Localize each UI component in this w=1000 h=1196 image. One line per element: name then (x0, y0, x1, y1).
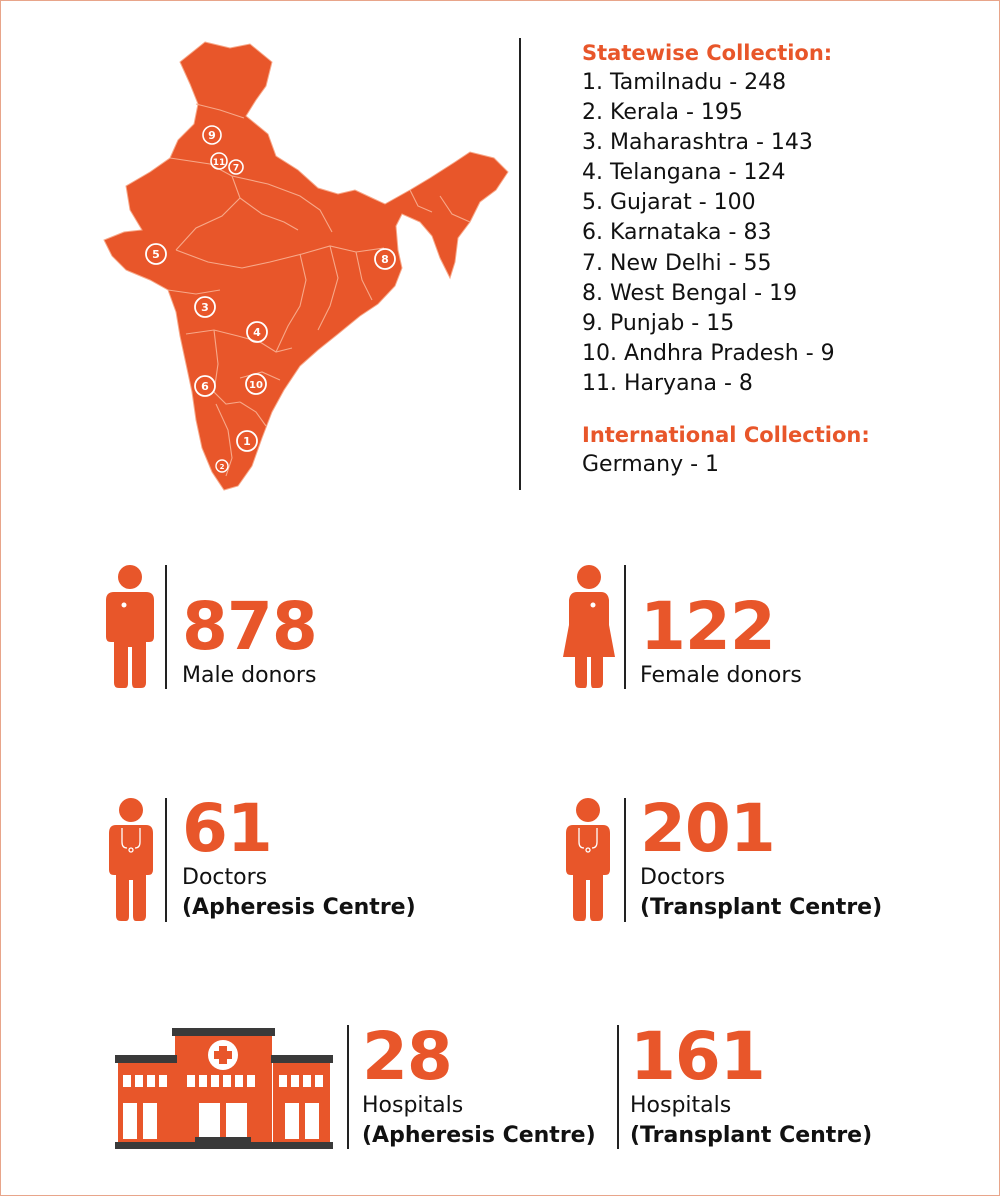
male-donors-label: Male donors (182, 663, 317, 688)
statewise-section: Statewise Collection: 1. Tamilnadu - 248… (582, 38, 835, 399)
doctors-apheresis-divider (165, 798, 167, 922)
list-item: 3. Maharashtra - 143 (582, 130, 813, 156)
doctors-apheresis-label: Doctors (182, 865, 268, 890)
list-item: Germany - 1 (582, 452, 720, 477)
international-title: International Collection: (582, 423, 870, 447)
list-item: 1. Tamilnadu - 248 (582, 70, 787, 95)
map-marker-9: 9 (202, 125, 222, 145)
svg-text:11: 11 (213, 158, 226, 168)
female-donors-label: Female donors (640, 663, 802, 688)
svg-text:8: 8 (381, 253, 389, 266)
list-item: 11. Haryana - 8 (582, 370, 753, 396)
international-section: International Collection: Germany - 1 (582, 420, 870, 480)
map-marker-4: 4 (246, 321, 268, 343)
map-marker-1: 1 (236, 430, 258, 452)
list-item: 2. Kerala - 195 (582, 100, 743, 126)
list-item: 9. Punjab - 15 (582, 310, 735, 336)
list-item: 6. Karnataka - 83 (582, 220, 772, 246)
doctors-transplant-label: Doctors (640, 865, 726, 890)
svg-text:9: 9 (208, 129, 216, 142)
hospitals-transplant-sub: (Transplant Centre) (630, 1123, 873, 1148)
svg-text:10: 10 (249, 380, 263, 391)
doctors-transplant-sub: (Transplant Centre) (640, 895, 883, 920)
map-marker-11: 11 (210, 152, 228, 170)
female-donors-value: 122 (640, 588, 776, 665)
hospitals-apheresis-value: 28 (362, 1018, 453, 1095)
list-item: 4. Telangana - 124 (582, 160, 786, 186)
doctor-icon (109, 798, 153, 921)
svg-text:3: 3 (201, 301, 209, 314)
list-item: 10. Andhra Pradesh - 9 (582, 340, 835, 366)
hospitals-apheresis-sub: (Apheresis Centre) (362, 1123, 596, 1148)
map-marker-5: 5 (145, 243, 167, 265)
male-donor-icon (106, 565, 154, 688)
doctor-icon (566, 798, 610, 921)
female-divider (624, 565, 626, 689)
map-marker-10: 10 (245, 373, 267, 395)
male-divider (165, 565, 167, 689)
svg-text:4: 4 (253, 326, 261, 339)
svg-text:1: 1 (243, 435, 251, 448)
list-item: 8. West Bengal - 19 (582, 280, 798, 306)
svg-text:6: 6 (201, 380, 209, 393)
hospitals-transplant-label: Hospitals (630, 1093, 732, 1118)
india-map-shape (103, 41, 509, 491)
map-markers: 9 11 7 5 8 3 4 6 10 1 2 (145, 125, 396, 473)
svg-text:7: 7 (233, 164, 239, 174)
map-marker-8: 8 (374, 248, 396, 270)
map-marker-3: 3 (194, 296, 216, 318)
india-map: 9 11 7 5 8 3 4 6 10 1 2 (103, 41, 509, 491)
doctors-transplant-value: 201 (640, 790, 776, 867)
hospital-icon (115, 1028, 333, 1149)
hospitals-transplant-value: 161 (630, 1018, 766, 1095)
hospitals-apheresis-label: Hospitals (362, 1093, 464, 1118)
map-marker-6: 6 (194, 375, 216, 397)
svg-text:5: 5 (152, 248, 160, 261)
map-marker-2: 2 (215, 459, 229, 473)
list-item: 5. Gujarat - 100 (582, 190, 756, 216)
statewise-title: Statewise Collection: (582, 41, 833, 65)
svg-text:2: 2 (220, 463, 225, 471)
female-donor-icon (563, 565, 615, 688)
doctors-apheresis-value: 61 (182, 790, 273, 867)
top-divider (519, 38, 521, 490)
map-marker-7: 7 (228, 159, 244, 175)
hospitals-transplant-divider (617, 1025, 619, 1149)
hospitals-apheresis-divider (347, 1025, 349, 1149)
male-donors-value: 878 (182, 588, 318, 665)
state-borders (167, 103, 471, 477)
list-item: 7. New Delhi - 55 (582, 250, 772, 276)
doctors-apheresis-sub: (Apheresis Centre) (182, 895, 416, 920)
statewise-list: 1. Tamilnadu - 248 2. Kerala - 195 3. Ma… (582, 68, 835, 399)
doctors-transplant-divider (624, 798, 626, 922)
